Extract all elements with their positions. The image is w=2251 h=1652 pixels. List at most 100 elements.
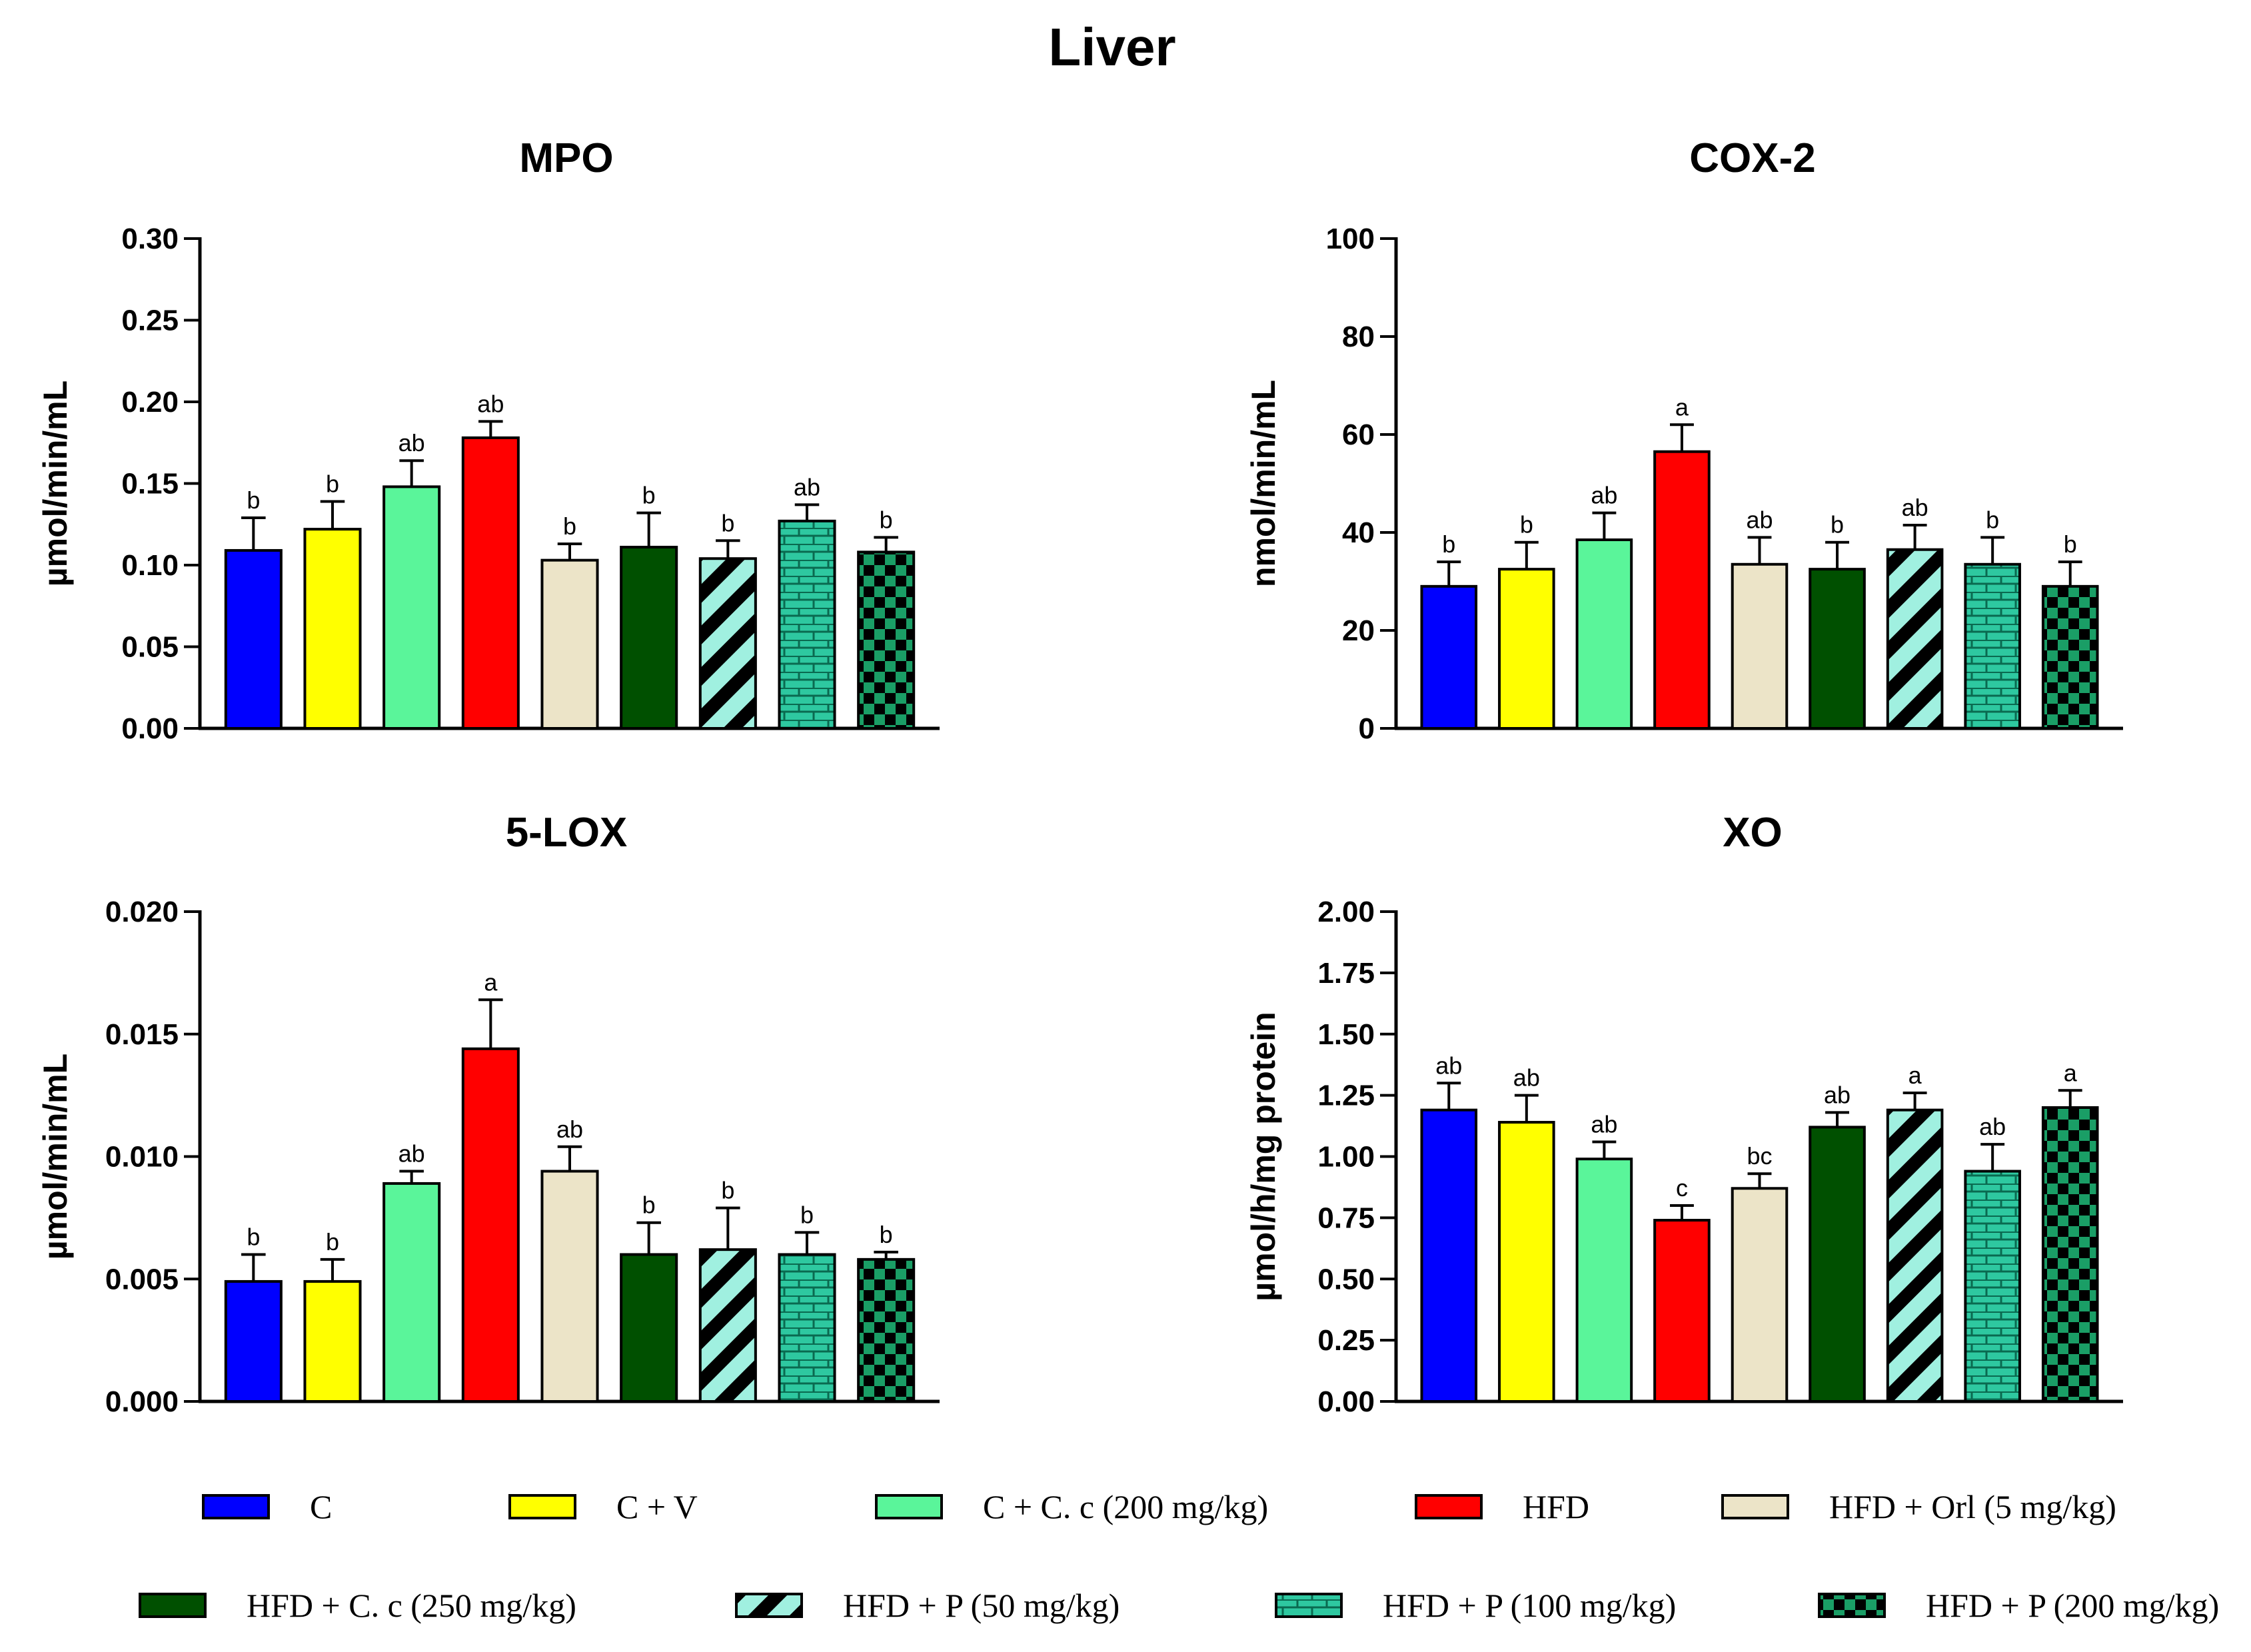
- chart-title: 5-LOX: [506, 810, 628, 856]
- y-tick-label: 80: [1342, 321, 1375, 353]
- bar: [382, 1182, 441, 1403]
- y-axis-label: µmol/h/mg protein: [1245, 1012, 1282, 1301]
- legend-swatch: [1721, 1494, 1789, 1519]
- legend-item: C + C. c (200 mg/kg): [875, 1488, 1268, 1525]
- significance-label: ab: [1902, 494, 1928, 521]
- bar: [224, 1279, 283, 1403]
- significance-label: ab: [477, 390, 504, 417]
- bar: [461, 1047, 520, 1403]
- bar: [1964, 1170, 2021, 1403]
- bar: [698, 1248, 757, 1403]
- legend-item: HFD + C. c (250 mg/kg): [139, 1587, 576, 1624]
- significance-label: ab: [1591, 482, 1617, 509]
- bar: [1575, 1158, 1633, 1403]
- significance-label: a: [1675, 393, 1689, 420]
- legend-label: C + V: [616, 1488, 698, 1525]
- significance-label: ab: [1513, 1064, 1540, 1092]
- y-axis-label: nmol/min/mL: [1245, 380, 1282, 587]
- y-tick-label: 100: [1326, 223, 1375, 255]
- bar: [382, 485, 441, 730]
- legend-item: HFD + Orl (5 mg/kg): [1721, 1488, 2116, 1525]
- legend-label: C: [310, 1488, 332, 1525]
- legend-label: HFD + P (100 mg/kg): [1383, 1587, 1676, 1624]
- y-tick-label: 40: [1342, 516, 1375, 549]
- significance-label: b: [2064, 530, 2077, 558]
- bar: [303, 1279, 362, 1403]
- bar: [1575, 538, 1633, 730]
- y-tick-label: 0.50: [1317, 1263, 1375, 1295]
- significance-label: ab: [1979, 1113, 2006, 1140]
- y-tick-label: 0.015: [105, 1018, 179, 1051]
- bar: [857, 550, 916, 730]
- bar: [540, 558, 599, 730]
- legend-item: C: [202, 1488, 332, 1525]
- significance-label: bc: [1747, 1142, 1772, 1170]
- bar: [1731, 1187, 1789, 1403]
- bar: [1653, 1219, 1711, 1403]
- significance-label: a: [2064, 1059, 2078, 1086]
- legend-swatch: [1415, 1494, 1483, 1519]
- legend-item: HFD: [1415, 1488, 1589, 1525]
- bar: [698, 557, 757, 730]
- bar: [857, 1257, 916, 1403]
- bar: [1809, 568, 1866, 730]
- significance-label: ab: [398, 429, 425, 456]
- legend-label: HFD + P (200 mg/kg): [1926, 1587, 2219, 1624]
- legend-item: HFD + P (200 mg/kg): [1818, 1587, 2219, 1624]
- bar: [778, 1253, 836, 1403]
- legend-label: C + C. c (200 mg/kg): [983, 1488, 1268, 1525]
- significance-label: b: [1520, 511, 1533, 538]
- legend-label: HFD + P (50 mg/kg): [843, 1587, 1120, 1624]
- legend-item: HFD + P (100 mg/kg): [1275, 1587, 1676, 1624]
- y-tick-label: 1.25: [1317, 1080, 1375, 1112]
- bar: [1731, 562, 1789, 730]
- significance-label: b: [247, 1224, 260, 1251]
- y-tick-label: 0.05: [121, 631, 179, 664]
- y-tick-label: 0.30: [121, 223, 179, 255]
- bar: [778, 519, 836, 730]
- significance-label: b: [326, 1228, 339, 1255]
- charts: MPO µmol/min/mL 0.00 0.05 0.10 0.15 0.20 0.25 0.…: [37, 135, 2123, 1418]
- bar: [1420, 1108, 1478, 1403]
- y-tick-label: 0.10: [121, 549, 179, 582]
- significance-label: ab: [1746, 506, 1773, 533]
- chart-3: XO µmol/h/mg protein 0.00 0.25 0.50 0.75 1.00 1…: [1245, 810, 2123, 1418]
- legend-item: HFD + P (50 mg/kg): [735, 1587, 1120, 1624]
- significance-label: b: [642, 482, 656, 509]
- significance-label: b: [880, 506, 893, 533]
- significance-label: ab: [556, 1116, 583, 1143]
- y-tick-label: 0: [1359, 712, 1375, 745]
- bar: [1498, 1121, 1555, 1403]
- y-tick-label: 0.25: [121, 305, 179, 337]
- y-axis-label: µmol/min/mL: [37, 1054, 74, 1259]
- significance-label: c: [1676, 1174, 1688, 1202]
- legend-swatch: [875, 1494, 943, 1519]
- y-tick-label: 0.00: [1317, 1385, 1375, 1418]
- significance-label: b: [326, 470, 339, 497]
- significance-label: b: [1442, 530, 1455, 558]
- bar: [540, 1170, 599, 1403]
- y-tick-label: 0.20: [121, 386, 179, 418]
- significance-label: b: [642, 1192, 656, 1219]
- legend-label: HFD + C. c (250 mg/kg): [247, 1587, 576, 1624]
- chart-0: MPO µmol/min/mL 0.00 0.05 0.10 0.15 0.20 0.25 0.…: [37, 135, 940, 745]
- y-tick-label: 1.75: [1317, 957, 1375, 990]
- bar: [620, 546, 678, 730]
- bar: [2041, 584, 2099, 730]
- bar: [2041, 1106, 2099, 1403]
- significance-label: ab: [1435, 1052, 1462, 1079]
- bar: [1809, 1126, 1866, 1403]
- figure-title: Liver: [1048, 17, 1175, 77]
- legend-swatch: [1818, 1593, 1886, 1618]
- legend-swatch: [735, 1593, 803, 1618]
- bar: [1964, 562, 2021, 730]
- y-tick-label: 0.00: [121, 712, 179, 745]
- y-tick-label: 0.15: [121, 468, 179, 500]
- significance-label: b: [1831, 511, 1844, 538]
- legend-swatch: [202, 1494, 270, 1519]
- bar: [224, 548, 283, 730]
- significance-label: b: [721, 1177, 734, 1204]
- chart-2: 5-LOX µmol/min/mL 0.000 0.005 0.010 0.015 0.02…: [37, 810, 940, 1418]
- significance-label: ab: [1824, 1081, 1851, 1108]
